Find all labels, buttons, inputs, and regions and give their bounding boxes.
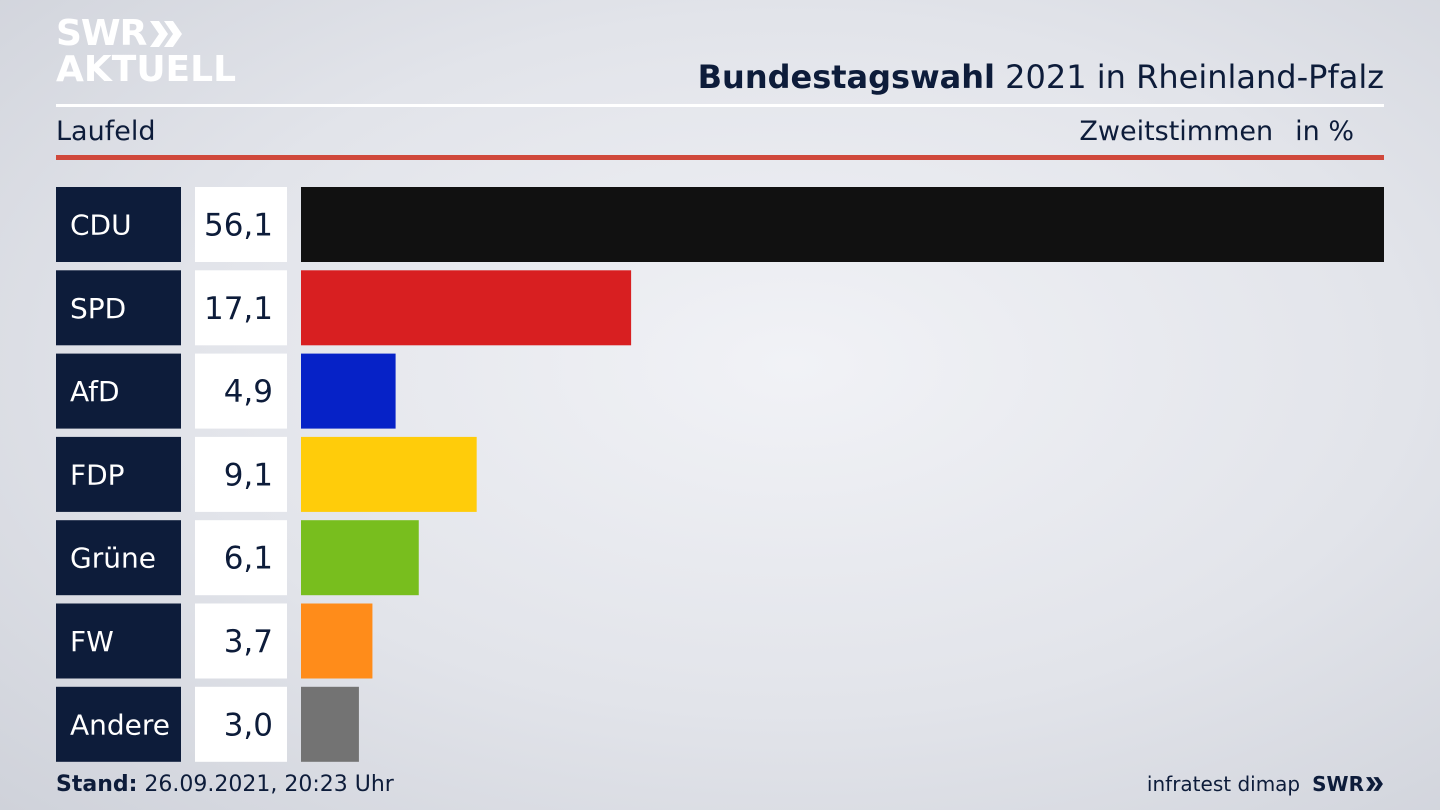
value-box-fw xyxy=(195,603,287,679)
bar-spd xyxy=(301,270,632,346)
logo-swr-text: SWR xyxy=(56,13,147,54)
bar-row-cdu: CDU 56,1 xyxy=(56,187,1384,262)
party-label-box-fdp xyxy=(56,436,181,512)
value-label-spd: 17,1 xyxy=(204,291,273,327)
bar-row-fdp: FDP 9,1 xyxy=(56,436,477,512)
timestamp: Stand: 26.09.2021, 20:23 Uhr xyxy=(56,772,394,797)
value-label-fw: 3,7 xyxy=(224,624,273,660)
bar-row-afd: AfD 4,9 xyxy=(56,353,396,429)
footer-swr-text: SWR xyxy=(1312,772,1364,796)
party-label-box-andere xyxy=(56,686,181,762)
party-label-cdu: CDU xyxy=(70,209,132,242)
party-label-spd: SPD xyxy=(70,292,126,325)
party-label-fdp: FDP xyxy=(70,458,125,491)
page-title: Bundestagswahl 2021 in Rheinland-Pfalz xyxy=(698,58,1384,96)
logo-aktuell-text: AKTUELL xyxy=(56,49,237,90)
value-label-afd: 4,9 xyxy=(224,374,273,410)
accent-divider xyxy=(56,155,1384,160)
value-label-fdp: 9,1 xyxy=(224,457,273,493)
party-label-box-spd xyxy=(56,270,181,346)
swr-aktuell-logo: SWR AKTUELL xyxy=(56,16,236,88)
bar-fdp xyxy=(301,436,477,512)
party-label-box-fw xyxy=(56,603,181,679)
value-label-andere: 3,0 xyxy=(224,707,273,743)
party-label-gruene: Grüne xyxy=(70,542,156,575)
source-credit: infratest dimap SWR xyxy=(1147,772,1384,796)
vote-type-label: Zweitstimmen xyxy=(1079,116,1274,147)
party-label-box-afd xyxy=(56,353,181,429)
bar-afd xyxy=(301,353,396,429)
footer-swr-logo: SWR xyxy=(1312,772,1384,796)
value-box-spd xyxy=(195,270,287,346)
bar-row-fw: FW 3,7 xyxy=(56,603,373,679)
party-label-box-gruene xyxy=(56,520,181,596)
party-label-afd: AfD xyxy=(70,375,120,408)
bar-row-gruene: Grüne 6,1 xyxy=(56,520,419,596)
source-text: infratest dimap xyxy=(1146,772,1301,796)
bar-row-spd: SPD 17,1 xyxy=(56,270,632,346)
value-box-cdu xyxy=(195,187,287,262)
bar-fw xyxy=(301,603,373,679)
municipality-label: Laufeld xyxy=(56,116,156,147)
bar-gruene xyxy=(301,520,419,596)
bar-andere xyxy=(301,686,359,762)
value-label-gruene: 6,1 xyxy=(224,541,273,577)
double-chevron-icon xyxy=(1366,777,1383,791)
party-label-box-cdu xyxy=(56,187,181,262)
bar-cdu xyxy=(301,187,1384,262)
party-label-fw: FW xyxy=(70,625,114,658)
title-bold: Bundestagswahl xyxy=(697,58,995,96)
value-box-andere xyxy=(195,686,287,762)
header-divider xyxy=(56,104,1384,107)
value-box-gruene xyxy=(195,520,287,596)
metric-label: Zweitstimmen in % xyxy=(1079,116,1354,147)
stand-value: 26.09.2021, 20:23 Uhr xyxy=(137,772,394,797)
unit-label: in % xyxy=(1295,116,1354,147)
bar-row-andere: Andere 3,0 xyxy=(56,686,359,762)
title-rest: 2021 in Rheinland-Pfalz xyxy=(995,58,1384,96)
value-label-cdu: 56,1 xyxy=(204,208,273,244)
double-chevron-icon xyxy=(150,21,183,47)
value-box-afd xyxy=(195,353,287,429)
value-box-fdp xyxy=(195,436,287,512)
party-label-andere: Andere xyxy=(70,708,170,741)
stand-label: Stand: xyxy=(56,772,138,797)
